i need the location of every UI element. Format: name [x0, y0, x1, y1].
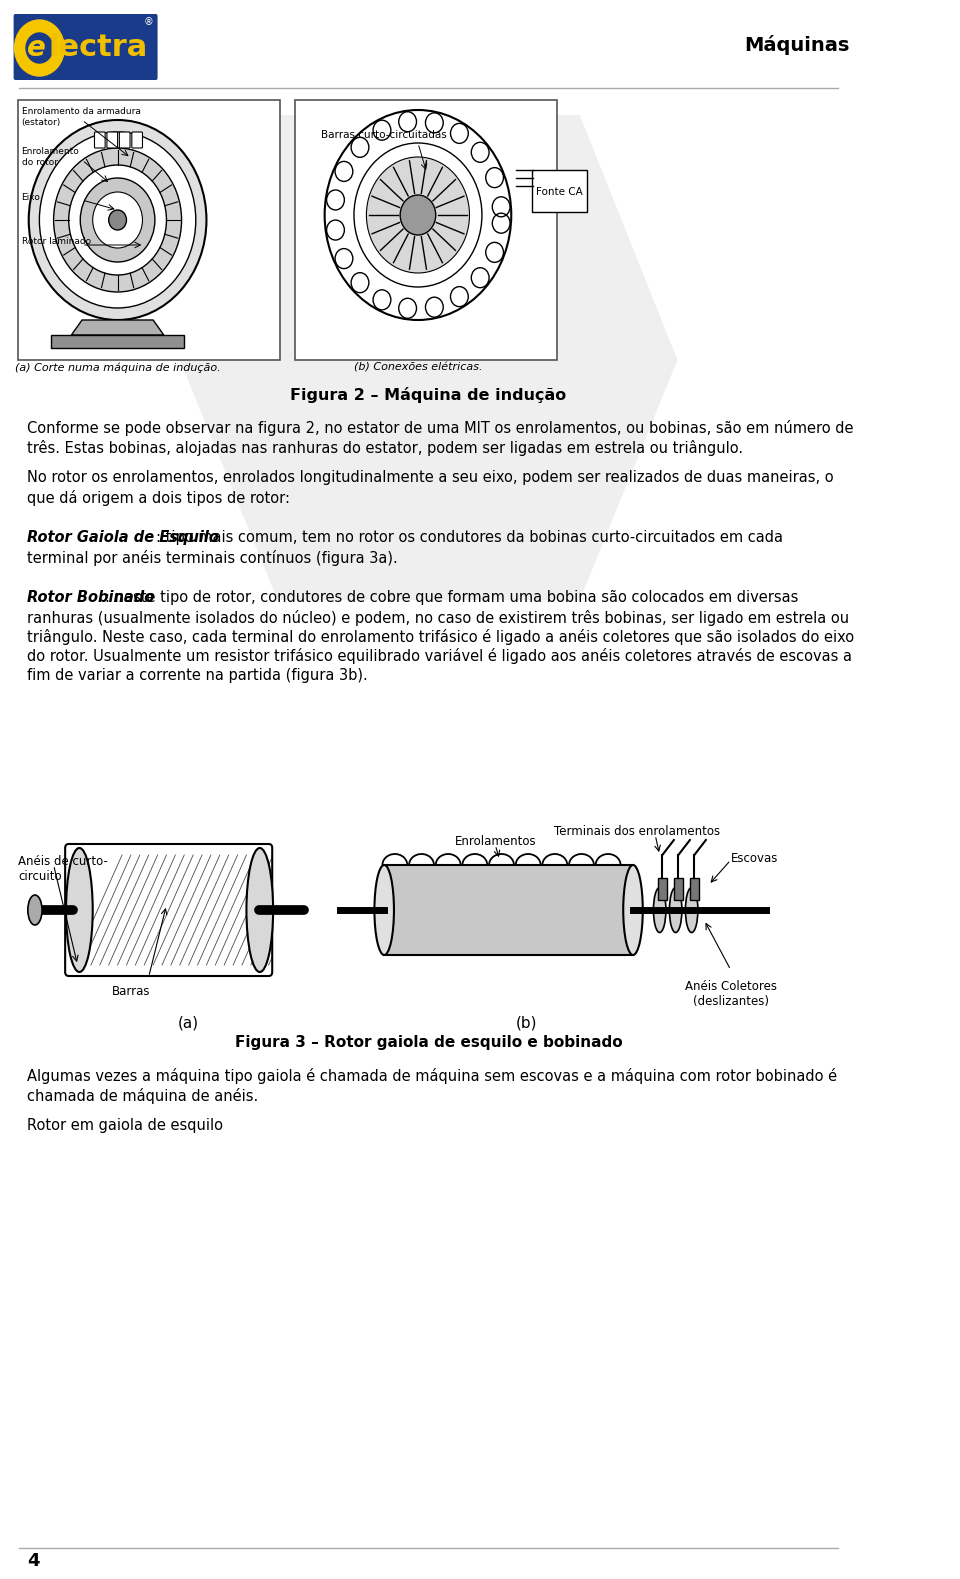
- Text: Enrolamentos: Enrolamentos: [454, 835, 536, 848]
- FancyBboxPatch shape: [94, 133, 106, 148]
- Ellipse shape: [623, 865, 643, 955]
- Circle shape: [54, 148, 181, 292]
- Text: fim de variar a corrente na partida (figura 3b).: fim de variar a corrente na partida (fig…: [27, 668, 368, 684]
- Text: triângulo. Neste caso, cada terminal do enrolamento trifásico é ligado a anéis c: triângulo. Neste caso, cada terminal do …: [27, 628, 854, 644]
- Text: Rotor Bobinado: Rotor Bobinado: [27, 591, 155, 605]
- Text: Anéis de curto-
circuito: Anéis de curto- circuito: [18, 854, 108, 883]
- Text: do rotor. Usualmente um resistor trifásico equilibrado variável é ligado aos ané: do rotor. Usualmente um resistor trifási…: [27, 649, 852, 665]
- Ellipse shape: [66, 848, 93, 973]
- Text: No rotor os enrolamentos, enrolados longitudinalmente a seu eixo, podem ser real: No rotor os enrolamentos, enrolados long…: [27, 471, 833, 485]
- Circle shape: [26, 33, 53, 63]
- FancyBboxPatch shape: [107, 133, 117, 148]
- Bar: [690, 878, 699, 900]
- Circle shape: [69, 164, 166, 275]
- Text: Rotor Gaiola de Esquilo: Rotor Gaiola de Esquilo: [27, 531, 219, 545]
- Circle shape: [93, 193, 142, 248]
- Polygon shape: [180, 115, 678, 600]
- Text: Rotor em gaiola de esquilo: Rotor em gaiola de esquilo: [27, 1118, 223, 1134]
- Text: Fonte CA: Fonte CA: [536, 186, 583, 197]
- Ellipse shape: [28, 895, 42, 925]
- Text: Escovas: Escovas: [731, 853, 779, 865]
- Ellipse shape: [247, 848, 273, 973]
- Text: Barras curto-circuitadas: Barras curto-circuitadas: [322, 129, 447, 141]
- Circle shape: [400, 194, 436, 235]
- Text: Barras: Barras: [111, 985, 150, 998]
- Polygon shape: [51, 335, 184, 347]
- Text: terminal por anéis terminais contínuos (figura 3a).: terminal por anéis terminais contínuos (…: [27, 549, 397, 565]
- Text: Rotor laminado: Rotor laminado: [22, 237, 91, 246]
- Circle shape: [39, 133, 196, 308]
- FancyBboxPatch shape: [296, 99, 558, 360]
- FancyBboxPatch shape: [119, 133, 130, 148]
- Ellipse shape: [685, 887, 698, 933]
- Text: ranhuras (usualmente isolados do núcleo) e podem, no caso de existirem três bobi: ranhuras (usualmente isolados do núcleo)…: [27, 609, 849, 625]
- Text: Anéis Coletores
(deslizantes): Anéis Coletores (deslizantes): [684, 981, 777, 1007]
- Circle shape: [367, 156, 469, 273]
- Text: Conforme se pode observar na figura 2, no estator de uma MIT os enrolamentos, ou: Conforme se pode observar na figura 2, n…: [27, 420, 853, 436]
- Text: Enrolamento da armadura
(estator): Enrolamento da armadura (estator): [22, 107, 140, 126]
- Bar: [658, 878, 667, 900]
- Circle shape: [29, 120, 206, 321]
- Ellipse shape: [374, 865, 394, 955]
- Text: chamada de máquina de anéis.: chamada de máquina de anéis.: [27, 1088, 258, 1104]
- FancyBboxPatch shape: [65, 845, 273, 976]
- Circle shape: [324, 111, 512, 321]
- Circle shape: [14, 21, 64, 76]
- Circle shape: [81, 178, 155, 262]
- Text: três. Estas bobinas, alojadas nas ranhuras do estator, podem ser ligadas em estr: três. Estas bobinas, alojadas nas ranhur…: [27, 439, 743, 455]
- Text: e: e: [27, 35, 46, 62]
- FancyBboxPatch shape: [532, 171, 587, 212]
- Text: (a) Corte numa máquina de indução.: (a) Corte numa máquina de indução.: [14, 363, 221, 373]
- Text: Algumas vezes a máquina tipo gaiola é chamada de máquina sem escovas e a máquina: Algumas vezes a máquina tipo gaiola é ch…: [27, 1067, 837, 1085]
- Ellipse shape: [654, 887, 666, 933]
- Text: 4: 4: [27, 1552, 39, 1570]
- Text: (a): (a): [179, 1015, 200, 1030]
- Bar: [674, 878, 683, 900]
- Text: Eixo: Eixo: [22, 193, 40, 202]
- Text: Figura 2 – Máquina de indução: Figura 2 – Máquina de indução: [291, 387, 566, 403]
- Text: Enrolamento
do rotor: Enrolamento do rotor: [22, 147, 80, 167]
- Circle shape: [108, 210, 127, 231]
- FancyBboxPatch shape: [13, 14, 157, 81]
- Text: ®: ®: [144, 17, 154, 27]
- Text: Figura 3 – Rotor gaiola de esquilo e bobinado: Figura 3 – Rotor gaiola de esquilo e bob…: [235, 1034, 622, 1050]
- Ellipse shape: [669, 887, 682, 933]
- Text: : neste tipo de rotor, condutores de cobre que formam uma bobina são colocados e: : neste tipo de rotor, condutores de cob…: [106, 591, 799, 605]
- Text: que dá origem a dois tipos de rotor:: que dá origem a dois tipos de rotor:: [27, 489, 290, 505]
- Polygon shape: [71, 321, 164, 335]
- Text: Terminais dos enrolamentos: Terminais dos enrolamentos: [554, 824, 721, 838]
- Bar: [384, 865, 633, 955]
- Text: lectra: lectra: [48, 33, 148, 63]
- FancyBboxPatch shape: [132, 133, 142, 148]
- Text: (b): (b): [516, 1015, 538, 1030]
- FancyBboxPatch shape: [18, 99, 280, 360]
- Circle shape: [354, 144, 482, 287]
- Text: (b) Conexões elétricas.: (b) Conexões elétricas.: [353, 363, 482, 373]
- Text: : tipo mais comum, tem no rotor os condutores da bobinas curto-circuitados em ca: : tipo mais comum, tem no rotor os condu…: [156, 531, 782, 545]
- Text: Máquinas: Máquinas: [745, 35, 851, 55]
